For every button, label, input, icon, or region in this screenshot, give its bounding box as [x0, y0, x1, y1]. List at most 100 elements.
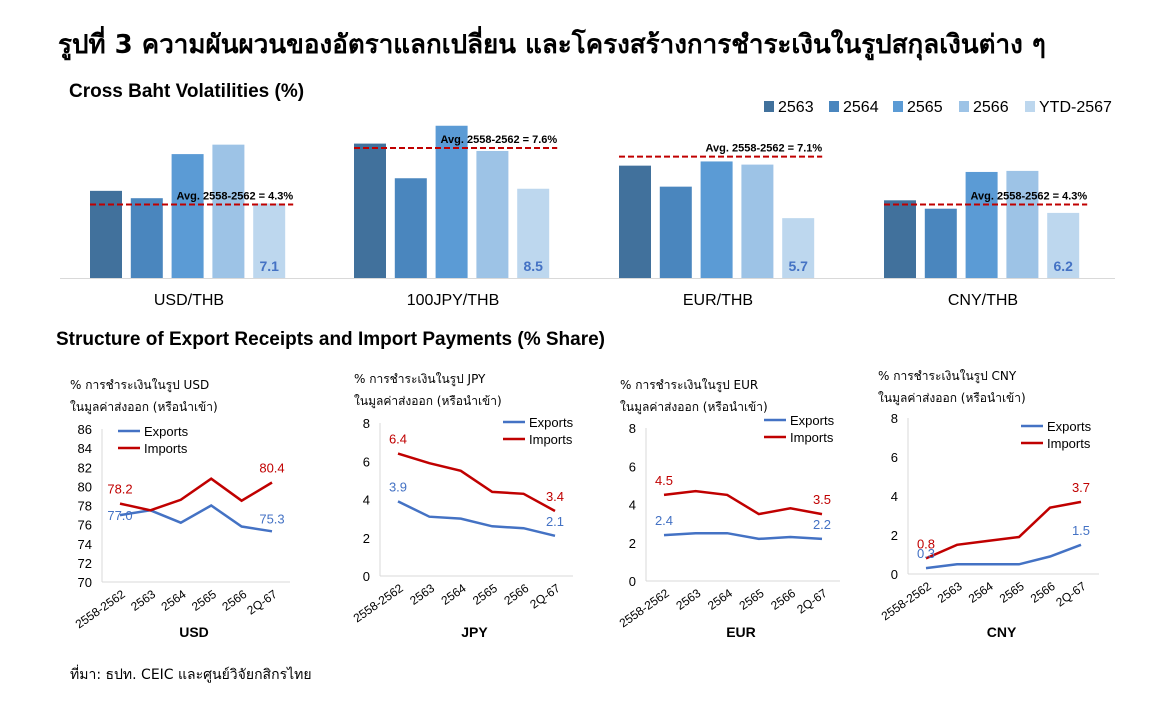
ytick-USD-70: 70 — [78, 575, 92, 590]
xtick-JPY-2566: 2566 — [501, 581, 531, 608]
bar-2566-EUR/THB — [741, 164, 774, 278]
ytick-CNY-6: 6 — [891, 450, 898, 465]
source-note: ที่มา: ธปท. CEIC และศูนย์วิจัยกสิกรไทย — [70, 667, 312, 683]
ytick-JPY-8: 8 — [363, 416, 370, 431]
ylabel-JPY-line-2: ในมูลค่าส่งออก (หรือนำเข้า) — [354, 394, 502, 409]
xtick-CNY-2558-2562: 2558-2562 — [879, 579, 934, 624]
xtick-CNY-2563: 2563 — [935, 579, 965, 606]
xtick-USD-2563: 2563 — [128, 587, 158, 614]
bar-2565-100JPY/THB — [435, 125, 468, 278]
xtick-JPY-2558-2562: 2558-2562 — [351, 581, 406, 626]
legend-label-2564: 2564 — [843, 99, 879, 116]
data-label-JPY-exports-first: 3.9 — [389, 479, 407, 494]
ytick-CNY-2: 2 — [891, 528, 898, 543]
ytick-EUR-4: 4 — [629, 498, 636, 513]
panel-title-CNY: CNY — [987, 624, 1017, 640]
data-label-CNY-exports-first: 0.3 — [917, 546, 935, 561]
ytick-EUR-0: 0 — [629, 574, 636, 589]
legend-label-EUR-exports: Exports — [790, 413, 835, 428]
ylabel-CNY-line-2: ในมูลค่าส่งออก (หรือนำเข้า) — [878, 391, 1026, 406]
legend-swatch-2563 — [764, 101, 774, 112]
legend-label-JPY-exports: Exports — [529, 415, 574, 430]
ytick-USD-78: 78 — [78, 499, 92, 514]
legend-label-CNY-imports: Imports — [1047, 436, 1091, 451]
bar-YTD-2567-100JPY/THB — [517, 188, 550, 278]
ytick-EUR-8: 8 — [629, 421, 636, 436]
bar-2565-CNY/THB — [965, 171, 998, 278]
xtick-CNY-2564: 2564 — [966, 579, 996, 606]
data-label-JPY-exports-last: 2.1 — [546, 514, 564, 529]
panel-title-USD: USD — [179, 624, 209, 640]
share-section-title: Structure of Export Receipts and Import … — [56, 329, 606, 350]
data-label-USD-imports-last: 80.4 — [259, 461, 284, 476]
bar-YTD-2567-CNY/THB — [1047, 212, 1080, 278]
ytick-JPY-4: 4 — [363, 493, 370, 508]
ytick-USD-80: 80 — [78, 479, 92, 494]
ytick-EUR-6: 6 — [629, 459, 636, 474]
legend-label-JPY-imports: Imports — [529, 432, 573, 447]
series-line-USD-exports — [119, 504, 273, 533]
legend-swatch-2564 — [829, 101, 839, 112]
series-line-USD-imports — [119, 477, 273, 512]
legend-label-USD-imports: Imports — [144, 441, 188, 456]
ylabel-USD-line-1: % การชำระเงินในรูป USD — [70, 378, 209, 393]
xtick-JPY-2Q-67: 2Q-67 — [527, 581, 563, 612]
xtick-CNY-2566: 2566 — [1028, 579, 1058, 606]
ytd-value-label-CNY/THB: 6.2 — [1053, 258, 1073, 274]
series-line-EUR-exports — [663, 531, 823, 541]
data-label-EUR-imports-first: 4.5 — [655, 473, 673, 488]
legend-label-2566: 2566 — [973, 99, 1009, 116]
bar-2566-USD/THB — [212, 144, 245, 278]
series-line-JPY-imports — [397, 452, 556, 513]
xtick-JPY-2564: 2564 — [439, 581, 469, 608]
ylabel-JPY-line-1: % การชำระเงินในรูป JPY — [354, 372, 486, 387]
category-label-EUR/THB: EUR/THB — [683, 292, 753, 309]
xtick-USD-2Q-67: 2Q-67 — [244, 587, 280, 618]
page-title: รูปที่ 3 ความผันผวนของอัตราแลกเปลี่ยน แล… — [58, 30, 1046, 60]
xtick-EUR-2558-2562: 2558-2562 — [617, 586, 672, 631]
ytick-USD-82: 82 — [78, 460, 92, 475]
ytick-USD-72: 72 — [78, 556, 92, 571]
legend-swatch-2565 — [893, 101, 903, 112]
data-label-JPY-imports-first: 6.4 — [389, 432, 407, 447]
xtick-EUR-2563: 2563 — [673, 586, 703, 613]
xtick-USD-2564: 2564 — [159, 587, 189, 614]
ytick-JPY-2: 2 — [363, 531, 370, 546]
data-label-CNY-exports-last: 1.5 — [1072, 523, 1090, 538]
ytick-EUR-2: 2 — [629, 536, 636, 551]
data-label-CNY-imports-last: 3.7 — [1072, 480, 1090, 495]
xtick-EUR-2566: 2566 — [768, 586, 798, 613]
legend-label-CNY-exports: Exports — [1047, 419, 1092, 434]
legend-label-2563: 2563 — [778, 99, 814, 116]
ytick-CNY-8: 8 — [891, 411, 898, 426]
legend-swatch-2566 — [959, 101, 969, 112]
bar-2564-EUR/THB — [659, 186, 692, 278]
category-label-USD/THB: USD/THB — [154, 292, 224, 309]
average-label-EUR/THB: Avg. 2558-2562 = 7.1% — [705, 143, 822, 155]
xtick-EUR-2565: 2565 — [737, 586, 767, 613]
xtick-EUR-2Q-67: 2Q-67 — [794, 586, 830, 617]
xtick-USD-2565: 2565 — [189, 587, 219, 614]
bar-2565-EUR/THB — [700, 161, 733, 278]
xtick-USD-2566: 2566 — [219, 587, 249, 614]
ytick-CNY-0: 0 — [891, 567, 898, 582]
bar-YTD-2567-EUR/THB — [782, 218, 815, 278]
bar-2565-USD/THB — [171, 154, 204, 278]
data-label-USD-exports-last: 75.3 — [259, 511, 284, 526]
data-label-EUR-exports-last: 2.2 — [813, 517, 831, 532]
category-label-100JPY/THB: 100JPY/THB — [407, 292, 499, 309]
ylabel-CNY-line-1: % การชำระเงินในรูป CNY — [878, 369, 1017, 384]
legend-label-USD-exports: Exports — [144, 424, 189, 439]
series-line-JPY-exports — [397, 500, 556, 538]
xtick-CNY-2Q-67: 2Q-67 — [1053, 579, 1089, 610]
average-label-CNY/THB: Avg. 2558-2562 = 4.3% — [970, 190, 1087, 202]
volatility-chart-title: Cross Baht Volatilities (%) — [69, 81, 305, 102]
ytick-JPY-0: 0 — [363, 569, 370, 584]
xtick-CNY-2565: 2565 — [997, 579, 1027, 606]
series-line-CNY-exports — [925, 543, 1082, 570]
ytick-CNY-4: 4 — [891, 489, 898, 504]
bar-2563-100JPY/THB — [354, 143, 386, 278]
ytick-USD-76: 76 — [78, 518, 92, 533]
xtick-USD-2558-2562: 2558-2562 — [73, 587, 128, 632]
